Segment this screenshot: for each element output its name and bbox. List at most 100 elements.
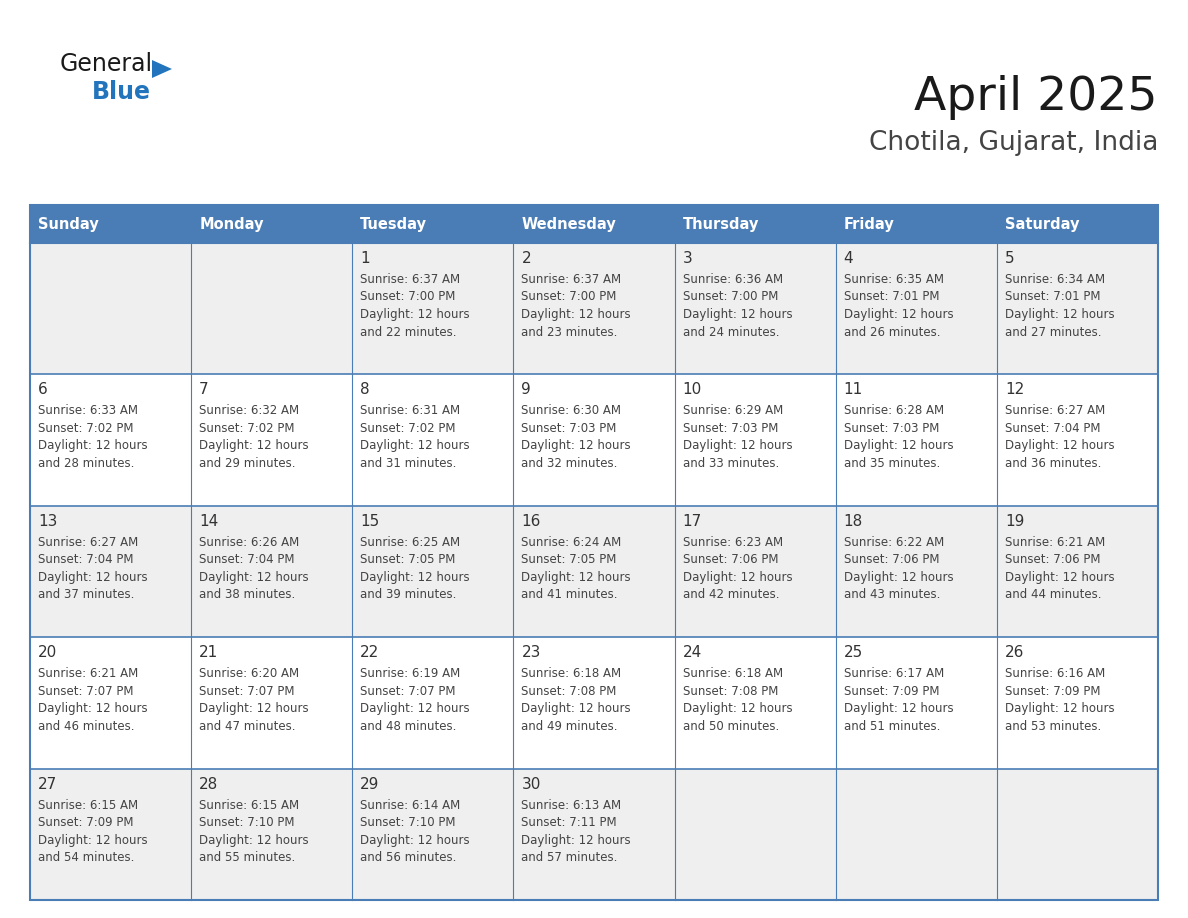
Text: and 22 minutes.: and 22 minutes. (360, 326, 456, 339)
Text: 5: 5 (1005, 251, 1015, 266)
Text: Daylight: 12 hours: Daylight: 12 hours (1005, 440, 1114, 453)
Text: Sunrise: 6:21 AM: Sunrise: 6:21 AM (38, 667, 138, 680)
Text: Daylight: 12 hours: Daylight: 12 hours (522, 308, 631, 321)
Text: and 32 minutes.: and 32 minutes. (522, 457, 618, 470)
Text: Sunrise: 6:28 AM: Sunrise: 6:28 AM (843, 405, 943, 418)
Bar (835, 205, 997, 243)
Text: 22: 22 (360, 645, 379, 660)
Text: Sunrise: 6:36 AM: Sunrise: 6:36 AM (683, 273, 783, 286)
Text: 25: 25 (843, 645, 862, 660)
Text: Sunset: 7:04 PM: Sunset: 7:04 PM (200, 554, 295, 566)
Text: 9: 9 (522, 383, 531, 397)
Text: Sunset: 7:09 PM: Sunset: 7:09 PM (843, 685, 940, 698)
Text: Sunset: 7:04 PM: Sunset: 7:04 PM (1005, 422, 1100, 435)
Text: Thursday: Thursday (683, 217, 759, 231)
Text: Sunset: 7:05 PM: Sunset: 7:05 PM (522, 554, 617, 566)
Text: April 2025: April 2025 (915, 75, 1158, 120)
Text: Daylight: 12 hours: Daylight: 12 hours (38, 440, 147, 453)
Text: Sunrise: 6:13 AM: Sunrise: 6:13 AM (522, 799, 621, 812)
Text: Sunset: 7:09 PM: Sunset: 7:09 PM (1005, 685, 1100, 698)
Bar (997, 205, 1158, 243)
Text: Daylight: 12 hours: Daylight: 12 hours (200, 834, 309, 846)
Text: 17: 17 (683, 514, 702, 529)
Text: Sunrise: 6:18 AM: Sunrise: 6:18 AM (522, 667, 621, 680)
Text: Sunrise: 6:32 AM: Sunrise: 6:32 AM (200, 405, 299, 418)
Text: Sunrise: 6:20 AM: Sunrise: 6:20 AM (200, 667, 299, 680)
Text: 13: 13 (38, 514, 57, 529)
Text: 19: 19 (1005, 514, 1024, 529)
Text: 18: 18 (843, 514, 862, 529)
Text: Daylight: 12 hours: Daylight: 12 hours (360, 571, 470, 584)
Text: Daylight: 12 hours: Daylight: 12 hours (200, 440, 309, 453)
Text: 2: 2 (522, 251, 531, 266)
Text: Sunset: 7:03 PM: Sunset: 7:03 PM (843, 422, 939, 435)
Text: and 56 minutes.: and 56 minutes. (360, 851, 456, 864)
Text: and 28 minutes.: and 28 minutes. (38, 457, 134, 470)
Text: Daylight: 12 hours: Daylight: 12 hours (360, 702, 470, 715)
Text: Daylight: 12 hours: Daylight: 12 hours (522, 834, 631, 846)
Text: 1: 1 (360, 251, 369, 266)
Text: 28: 28 (200, 777, 219, 791)
Text: and 39 minutes.: and 39 minutes. (360, 588, 456, 601)
Text: Daylight: 12 hours: Daylight: 12 hours (843, 571, 953, 584)
Bar (30, 205, 1158, 900)
Text: 15: 15 (360, 514, 379, 529)
Text: Sunrise: 6:19 AM: Sunrise: 6:19 AM (360, 667, 461, 680)
Bar (30, 205, 191, 243)
Text: Daylight: 12 hours: Daylight: 12 hours (360, 834, 470, 846)
Text: and 26 minutes.: and 26 minutes. (843, 326, 940, 339)
Text: Sunset: 7:08 PM: Sunset: 7:08 PM (522, 685, 617, 698)
Text: Daylight: 12 hours: Daylight: 12 hours (683, 702, 792, 715)
Text: and 44 minutes.: and 44 minutes. (1005, 588, 1101, 601)
Text: 10: 10 (683, 383, 702, 397)
Text: and 24 minutes.: and 24 minutes. (683, 326, 779, 339)
Text: General: General (61, 52, 153, 76)
Text: Wednesday: Wednesday (522, 217, 617, 231)
Text: Sunrise: 6:23 AM: Sunrise: 6:23 AM (683, 536, 783, 549)
Text: Blue: Blue (91, 80, 151, 104)
Text: Sunrise: 6:35 AM: Sunrise: 6:35 AM (843, 273, 943, 286)
Text: Daylight: 12 hours: Daylight: 12 hours (38, 834, 147, 846)
Bar (353, 205, 513, 243)
Text: 16: 16 (522, 514, 541, 529)
Text: 4: 4 (843, 251, 853, 266)
Text: 20: 20 (38, 645, 57, 660)
Text: Sunset: 7:01 PM: Sunset: 7:01 PM (843, 290, 940, 304)
Text: Sunrise: 6:14 AM: Sunrise: 6:14 AM (360, 799, 461, 812)
Polygon shape (152, 60, 172, 78)
Text: Saturday: Saturday (1005, 217, 1080, 231)
Text: Sunset: 7:03 PM: Sunset: 7:03 PM (683, 422, 778, 435)
Text: Sunset: 7:11 PM: Sunset: 7:11 PM (522, 816, 617, 829)
Text: 24: 24 (683, 645, 702, 660)
Text: Sunrise: 6:27 AM: Sunrise: 6:27 AM (38, 536, 138, 549)
Text: Daylight: 12 hours: Daylight: 12 hours (1005, 308, 1114, 321)
Text: and 53 minutes.: and 53 minutes. (1005, 720, 1101, 733)
Text: 12: 12 (1005, 383, 1024, 397)
Text: and 48 minutes.: and 48 minutes. (360, 720, 456, 733)
Text: and 37 minutes.: and 37 minutes. (38, 588, 134, 601)
Text: 23: 23 (522, 645, 541, 660)
Text: Sunset: 7:03 PM: Sunset: 7:03 PM (522, 422, 617, 435)
Text: Sunrise: 6:26 AM: Sunrise: 6:26 AM (200, 536, 299, 549)
Text: Sunset: 7:08 PM: Sunset: 7:08 PM (683, 685, 778, 698)
Text: and 54 minutes.: and 54 minutes. (38, 851, 134, 864)
Bar (30, 506, 1158, 637)
Text: Sunset: 7:00 PM: Sunset: 7:00 PM (683, 290, 778, 304)
Text: Sunrise: 6:25 AM: Sunrise: 6:25 AM (360, 536, 461, 549)
Text: 8: 8 (360, 383, 369, 397)
Text: and 23 minutes.: and 23 minutes. (522, 326, 618, 339)
Text: and 27 minutes.: and 27 minutes. (1005, 326, 1101, 339)
Text: Daylight: 12 hours: Daylight: 12 hours (843, 308, 953, 321)
Text: Sunset: 7:02 PM: Sunset: 7:02 PM (200, 422, 295, 435)
Text: Sunset: 7:06 PM: Sunset: 7:06 PM (843, 554, 940, 566)
Text: Chotila, Gujarat, India: Chotila, Gujarat, India (868, 130, 1158, 156)
Text: Daylight: 12 hours: Daylight: 12 hours (843, 440, 953, 453)
Bar (675, 205, 835, 243)
Text: 30: 30 (522, 777, 541, 791)
Text: Daylight: 12 hours: Daylight: 12 hours (200, 571, 309, 584)
Text: Sunset: 7:02 PM: Sunset: 7:02 PM (360, 422, 456, 435)
Text: Monday: Monday (200, 217, 264, 231)
Text: and 35 minutes.: and 35 minutes. (843, 457, 940, 470)
Text: Sunset: 7:06 PM: Sunset: 7:06 PM (683, 554, 778, 566)
Text: Sunrise: 6:37 AM: Sunrise: 6:37 AM (522, 273, 621, 286)
